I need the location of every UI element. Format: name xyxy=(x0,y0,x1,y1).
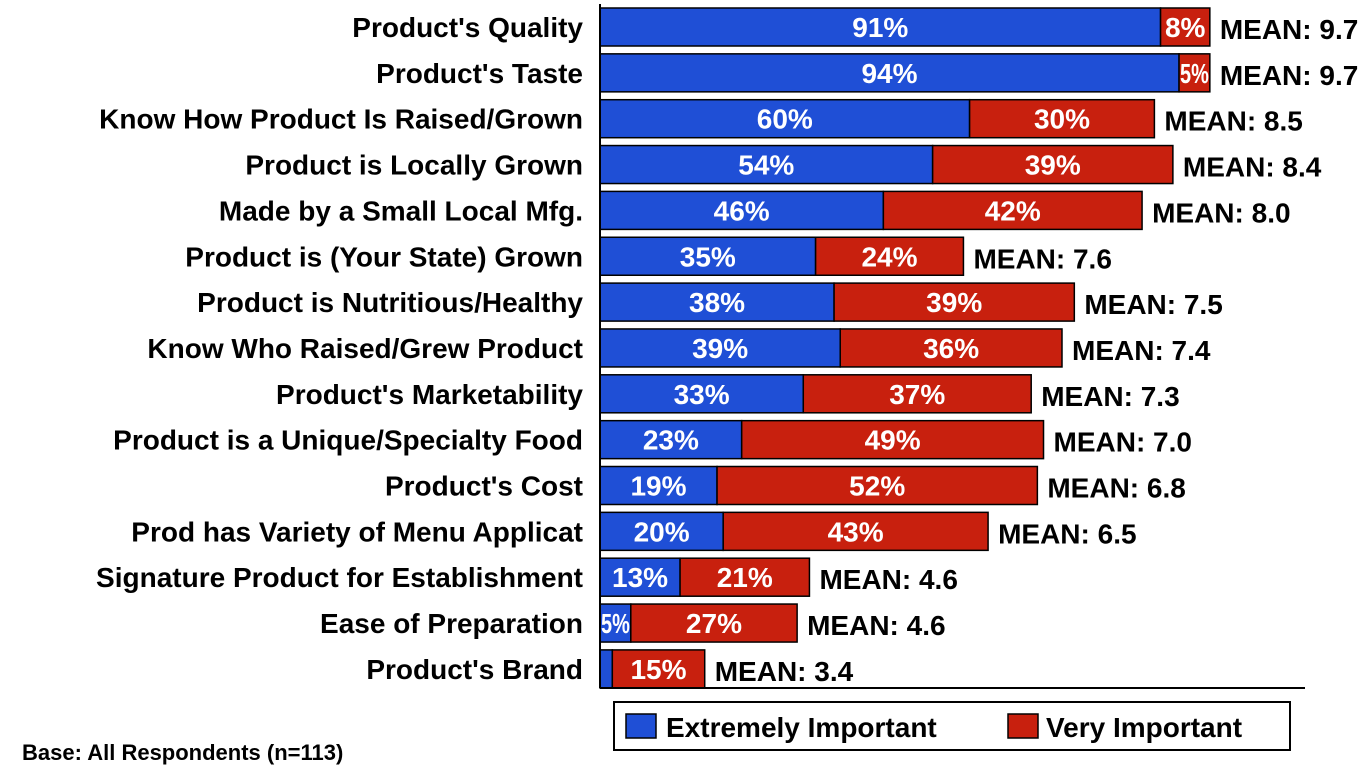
category-label-product-is-your-state-grown: Product is (Your State) Grown xyxy=(185,241,583,272)
data-label-very-important-ease-of-preparation: 27% xyxy=(686,608,742,639)
bar-extremely-important-product-s-brand xyxy=(599,649,614,689)
mean-label-product-s-brand: MEAN: 3.4 xyxy=(715,656,854,687)
mean-label-product-is-a-unique-specialty-food: MEAN: 7.0 xyxy=(1054,427,1192,458)
legend-swatch-extremely-important xyxy=(625,713,657,739)
mean-label-ease-of-preparation: MEAN: 4.6 xyxy=(807,610,945,641)
category-label-product-s-quality: Product's Quality xyxy=(352,12,583,43)
legend-swatch-very-important xyxy=(1007,713,1039,739)
mean-label-know-how-product-is-raised-grown: MEAN: 8.5 xyxy=(1164,106,1302,137)
mean-label-know-who-raised-grew-product: MEAN: 7.4 xyxy=(1072,335,1211,366)
data-label-extremely-important-product-is-a-unique-specialty-food: 23% xyxy=(643,425,699,456)
data-label-extremely-important-made-by-a-small-local-mfg: 46% xyxy=(714,195,770,226)
data-label-extremely-important-signature-product-for-establishment: 13% xyxy=(612,562,668,593)
bar-very-important-product-is-nutritious-healthy xyxy=(833,282,1076,322)
legend-label-very-important: Very Important xyxy=(1046,712,1242,743)
bar-very-important-made-by-a-small-local-mfg xyxy=(882,190,1143,231)
data-label-extremely-important-product-s-cost: 19% xyxy=(630,471,686,502)
mean-label-made-by-a-small-local-mfg: MEAN: 8.0 xyxy=(1152,197,1290,228)
bar-very-important-product-s-marketability xyxy=(802,374,1032,414)
mean-label-product-s-marketability: MEAN: 7.3 xyxy=(1041,381,1179,412)
data-label-extremely-important-product-s-taste: 94% xyxy=(861,58,917,89)
bar-extremely-important-product-is-locally-grown xyxy=(599,144,934,185)
data-label-very-important-product-is-nutritious-healthy: 39% xyxy=(926,287,982,318)
data-label-very-important-product-s-marketability: 37% xyxy=(889,379,945,410)
data-label-very-important-product-s-quality: 8% xyxy=(1165,12,1206,43)
data-label-extremely-important-product-is-nutritious-healthy: 38% xyxy=(689,287,745,318)
data-label-very-important-product-is-a-unique-specialty-food: 49% xyxy=(865,425,921,456)
data-label-very-important-know-how-product-is-raised-grown: 30% xyxy=(1034,104,1090,135)
bar-extremely-important-product-s-taste xyxy=(599,53,1180,93)
bar-very-important-product-is-locally-grown xyxy=(931,144,1174,185)
bar-very-important-product-s-taste xyxy=(1178,53,1211,93)
bar-very-important-product-s-brand xyxy=(611,649,706,689)
category-label-product-s-brand: Product's Brand xyxy=(366,654,583,685)
category-label-product-is-a-unique-specialty-food: Product is a Unique/Specialty Food xyxy=(113,425,583,456)
category-label-know-who-raised-grew-product: Know Who Raised/Grew Product xyxy=(147,333,583,364)
category-label-product-is-nutritious-healthy: Product is Nutritious/Healthy xyxy=(197,287,583,318)
data-label-very-important-product-is-your-state-grown: 24% xyxy=(861,241,917,272)
bar-very-important-prod-has-variety-of-menu-applicat xyxy=(722,511,989,552)
mean-label-prod-has-variety-of-menu-applicat: MEAN: 6.5 xyxy=(998,518,1136,549)
bars-layer: Product's Quality 91% 8% MEAN: 9.7 Product's… xyxy=(96,7,1358,689)
data-label-very-important-know-who-raised-grew-product: 36% xyxy=(923,333,979,364)
data-label-extremely-important-prod-has-variety-of-menu-applicat: 20% xyxy=(634,516,690,547)
data-label-very-important-product-s-taste: 5% xyxy=(1180,58,1209,89)
bar-very-important-product-s-cost xyxy=(716,465,1039,506)
bar-extremely-important-prod-has-variety-of-menu-applicat xyxy=(599,511,724,552)
bar-very-important-product-s-quality xyxy=(1159,7,1211,47)
category-label-prod-has-variety-of-menu-applicat: Prod has Variety of Menu Applicat xyxy=(131,516,583,547)
mean-label-signature-product-for-establishment: MEAN: 4.6 xyxy=(819,564,957,595)
bar-very-important-product-is-your-state-grown xyxy=(814,236,965,276)
mean-label-product-s-cost: MEAN: 6.8 xyxy=(1047,473,1185,504)
data-label-extremely-important-know-who-raised-grew-product: 39% xyxy=(692,333,748,364)
bar-very-important-product-is-a-unique-specialty-food xyxy=(740,419,1045,460)
category-label-signature-product-for-establishment: Signature Product for Establishment xyxy=(96,562,583,593)
data-label-very-important-product-s-brand: 15% xyxy=(630,654,686,685)
legend: Extremely Important Very Important xyxy=(613,701,1291,751)
bar-extremely-important-product-is-a-unique-specialty-food xyxy=(599,419,743,460)
mean-label-product-is-your-state-grown: MEAN: 7.6 xyxy=(973,243,1111,274)
data-label-extremely-important-ease-of-preparation: 5% xyxy=(601,608,630,639)
data-label-extremely-important-product-s-quality: 91% xyxy=(852,12,908,43)
mean-label-product-is-nutritious-healthy: MEAN: 7.5 xyxy=(1084,289,1222,320)
category-label-product-s-taste: Product's Taste xyxy=(376,58,583,89)
data-label-very-important-product-is-locally-grown: 39% xyxy=(1025,150,1081,181)
data-label-extremely-important-know-how-product-is-raised-grown: 60% xyxy=(757,104,813,135)
bar-very-important-ease-of-preparation xyxy=(630,603,798,643)
mean-label-product-s-quality: MEAN: 9.7 xyxy=(1220,14,1358,45)
data-label-very-important-signature-product-for-establishment: 21% xyxy=(717,562,773,593)
base-footnote: Base: All Respondents (n=113) xyxy=(22,740,343,765)
data-label-very-important-product-s-cost: 52% xyxy=(849,471,905,502)
bar-extremely-important-product-is-nutritious-healthy xyxy=(599,282,835,322)
category-label-know-how-product-is-raised-grown: Know How Product Is Raised/Grown xyxy=(99,104,583,135)
legend-label-extremely-important: Extremely Important xyxy=(666,712,937,743)
data-label-extremely-important-product-is-locally-grown: 54% xyxy=(738,150,794,181)
bar-very-important-know-who-raised-grew-product xyxy=(839,328,1063,368)
data-label-extremely-important-product-s-marketability: 33% xyxy=(674,379,730,410)
bar-extremely-important-know-how-product-is-raised-grown xyxy=(599,98,971,139)
data-label-very-important-made-by-a-small-local-mfg: 42% xyxy=(985,195,1041,226)
bar-very-important-know-how-product-is-raised-grown xyxy=(968,98,1156,139)
mean-label-product-s-taste: MEAN: 9.7 xyxy=(1220,60,1358,91)
data-label-extremely-important-product-is-your-state-grown: 35% xyxy=(680,241,736,272)
legend-frame xyxy=(613,701,1291,751)
mean-label-product-is-locally-grown: MEAN: 8.4 xyxy=(1183,152,1322,183)
bar-extremely-important-signature-product-for-establishment xyxy=(599,557,681,597)
data-label-very-important-prod-has-variety-of-menu-applicat: 43% xyxy=(828,516,884,547)
bar-very-important-signature-product-for-establishment xyxy=(679,557,811,597)
category-label-product-is-locally-grown: Product is Locally Grown xyxy=(245,150,583,181)
category-label-product-s-cost: Product's Cost xyxy=(385,471,583,502)
bar-extremely-important-product-s-cost xyxy=(599,465,718,506)
category-label-product-s-marketability: Product's Marketability xyxy=(276,379,583,410)
bar-extremely-important-product-s-quality xyxy=(599,7,1162,47)
category-label-ease-of-preparation: Ease of Preparation xyxy=(320,608,583,639)
category-label-made-by-a-small-local-mfg: Made by a Small Local Mfg. xyxy=(219,195,583,226)
